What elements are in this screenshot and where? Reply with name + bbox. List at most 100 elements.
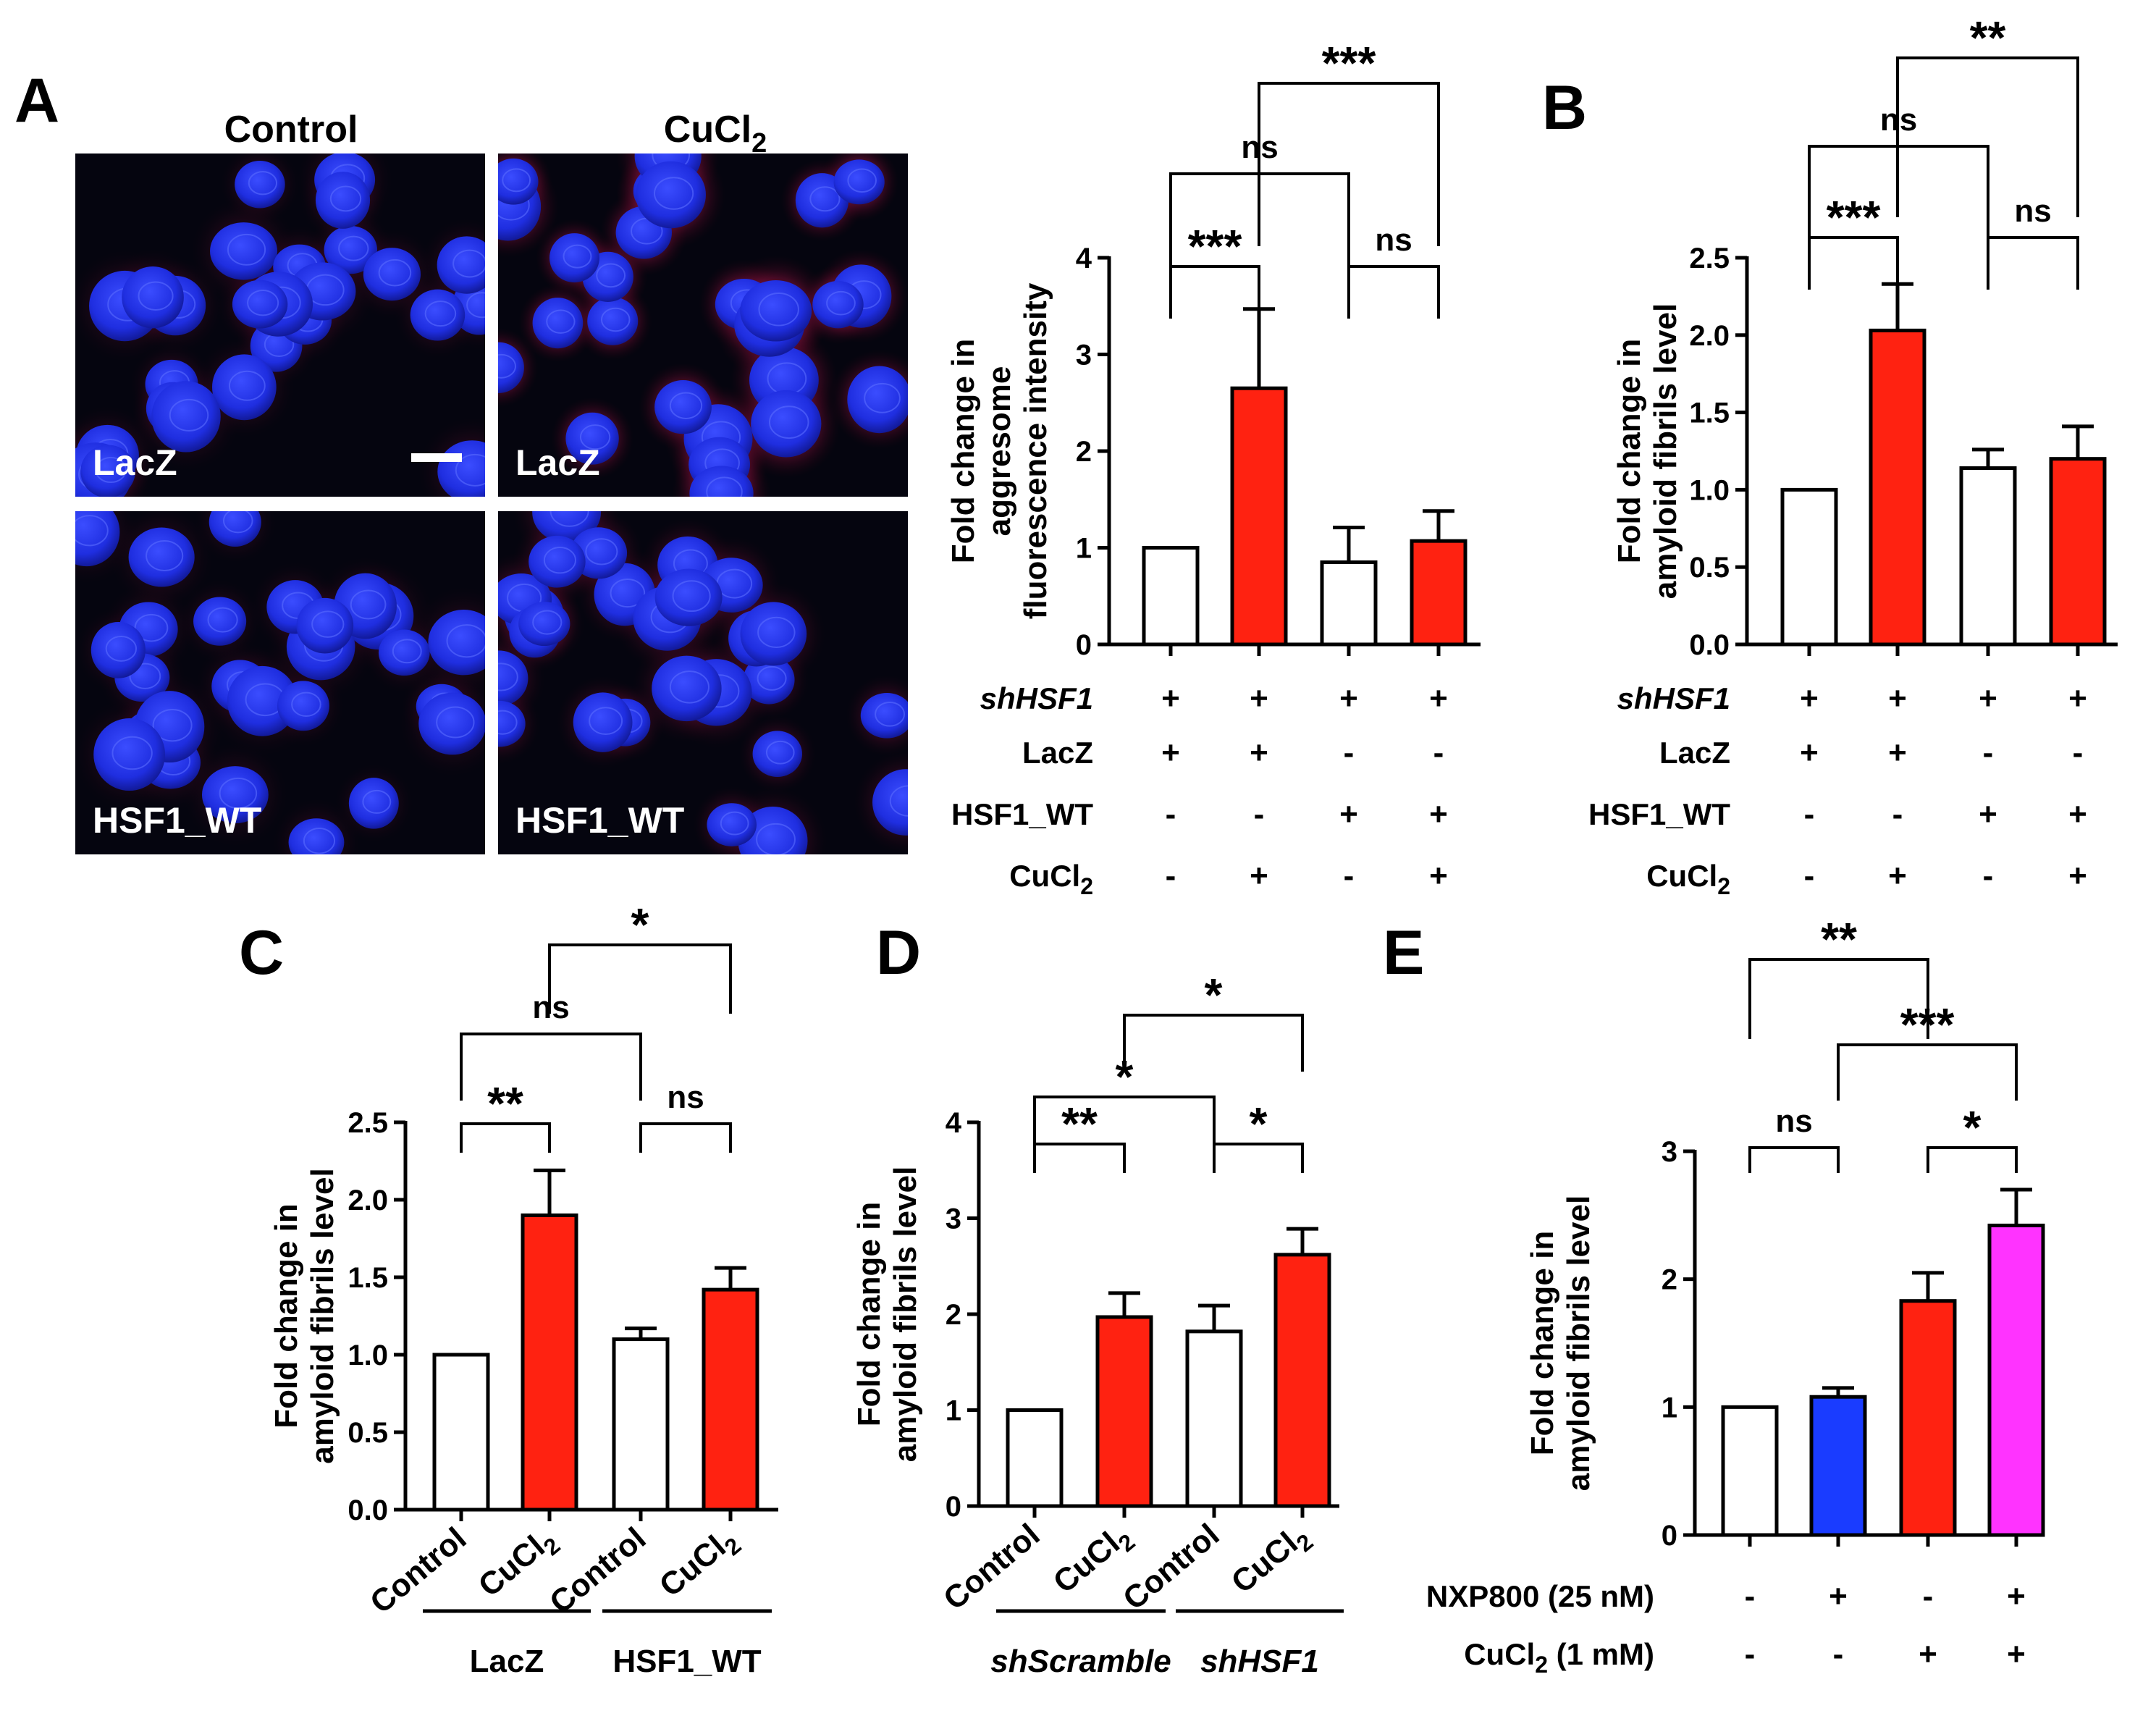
significance-bracket (1033, 1143, 1126, 1173)
y-tick-label: 1 (946, 1395, 961, 1427)
condition-value: - (2073, 735, 2084, 770)
bar (521, 1213, 578, 1512)
micrograph-tile: HSF1_WT (498, 511, 908, 854)
condition-row-label: LacZ (1022, 736, 1093, 770)
significance-bracket (548, 943, 732, 1014)
condition-value: + (1250, 681, 1268, 716)
significance-bracket (460, 1033, 642, 1101)
condition-value: + (1979, 796, 1997, 832)
micrograph-label: HSF1_WT (93, 800, 261, 841)
y-tick-label: 2 (1076, 436, 1092, 468)
significance-bracket (639, 1122, 732, 1153)
y-axis-label: Fold change inamyloid fibrils level (851, 1166, 923, 1462)
condition-value: - (1892, 796, 1903, 832)
x-category-label: Control (1116, 1517, 1226, 1617)
significance-bracket (1123, 1014, 1304, 1072)
x-category-label: Control (543, 1521, 652, 1620)
significance-label: ns (2014, 193, 2051, 229)
condition-value: - (1804, 796, 1815, 832)
x-category-label: Control (363, 1521, 473, 1620)
bar (1809, 1395, 1867, 1537)
chart-panel-d: D Fold change inamyloid fibrils level 0 1 2 3… (851, 918, 1344, 1679)
micrograph-label: LacZ (93, 442, 177, 483)
group-label: HSF1_WT (612, 1644, 761, 1679)
bar (1721, 1405, 1779, 1537)
condition-value: - (1804, 858, 1815, 893)
scale-bar (411, 453, 462, 462)
significance-label: *** (1322, 37, 1376, 89)
condition-value: - (1833, 1636, 1844, 1672)
micrograph-tile: LacZ (498, 154, 908, 497)
condition-value: + (1429, 858, 1448, 893)
condition-row-label: HSF1_WT (951, 797, 1093, 831)
y-tick-label: 0.0 (1689, 629, 1730, 661)
chart-panel-e: E Fold change inamyloid fibrils level 0 1 2 3… (1383, 913, 2045, 1678)
bar (1899, 1299, 1957, 1537)
micrograph-tile: HSF1_WT (75, 511, 485, 854)
condition-row-label: shHSF1 (980, 681, 1093, 715)
condition-value: - (1344, 735, 1355, 770)
bar (612, 1337, 670, 1512)
group-label: shScramble (990, 1644, 1171, 1679)
condition-value: + (1919, 1636, 1937, 1672)
y-tick-label: 2 (946, 1299, 961, 1331)
significance-bracket (1837, 1043, 2018, 1101)
bar (702, 1287, 759, 1512)
bar (1230, 386, 1288, 647)
panel-letter: E (1383, 918, 1424, 988)
significance-bracket (1347, 265, 1440, 319)
condition-value: + (2068, 858, 2087, 893)
group-label: LacZ (470, 1644, 544, 1679)
significance-label: ** (487, 1077, 523, 1130)
significance-bracket (1258, 82, 1440, 246)
y-axis-label: Fold change inamyloid fibrils level (1525, 1195, 1596, 1491)
condition-value: + (1888, 858, 1907, 893)
significance-bracket (1748, 1146, 1840, 1173)
significance-label: * (1250, 1098, 1268, 1150)
bar (432, 1353, 490, 1512)
y-tick-label: 2 (1662, 1264, 1677, 1296)
y-tick-label: 0.5 (1689, 552, 1730, 584)
y-tick-label: 0 (1076, 629, 1092, 661)
condition-value: + (1161, 681, 1180, 716)
bar (1410, 539, 1467, 647)
significance-bracket (1213, 1143, 1304, 1173)
significance-label: *** (1827, 191, 1881, 243)
condition-value: + (1979, 681, 1997, 716)
condition-value: - (1254, 796, 1265, 832)
column-title-cucl2: CuCl2 (664, 109, 767, 159)
bar (1095, 1315, 1153, 1508)
panel-letter: C (239, 918, 284, 988)
significance-label: ns (1375, 222, 1412, 258)
y-axis-label: Fold change inaggresomefluorescence inte… (946, 282, 1053, 619)
significance-label: * (631, 899, 649, 951)
condition-value: - (1983, 858, 1994, 893)
micrograph-label: LacZ (515, 442, 600, 483)
group-label: shHSF1 (1200, 1644, 1319, 1679)
y-tick-label: 1.5 (1689, 398, 1730, 429)
condition-value: - (1923, 1578, 1934, 1614)
significance-bracket (1926, 1146, 2018, 1173)
condition-value: + (1161, 735, 1180, 770)
y-tick-label: 2.0 (348, 1185, 388, 1216)
condition-value: + (2068, 681, 2087, 716)
significance-bracket (1896, 56, 2079, 217)
condition-row-label: CuCl2 (1 mM) (1464, 1637, 1654, 1678)
condition-value: - (1983, 735, 1994, 770)
condition-value: + (1429, 681, 1448, 716)
y-tick-label: 1.0 (1689, 474, 1730, 506)
y-tick-label: 2.5 (1689, 243, 1730, 274)
condition-value: + (2007, 1578, 2026, 1614)
bar (1185, 1329, 1243, 1508)
bar (1142, 546, 1200, 647)
x-category-label: CuCl2 (1225, 1517, 1318, 1605)
significance-label: *** (1188, 220, 1242, 272)
chart-panel-a: Fold change inaggresomefluorescence inte… (946, 37, 1481, 899)
y-axis-label: Fold change inamyloid fibrils level (269, 1168, 340, 1463)
bar (1959, 466, 2017, 647)
condition-row-label: HSF1_WT (1588, 797, 1730, 831)
condition-row-label: CuCl2 (1646, 859, 1730, 899)
